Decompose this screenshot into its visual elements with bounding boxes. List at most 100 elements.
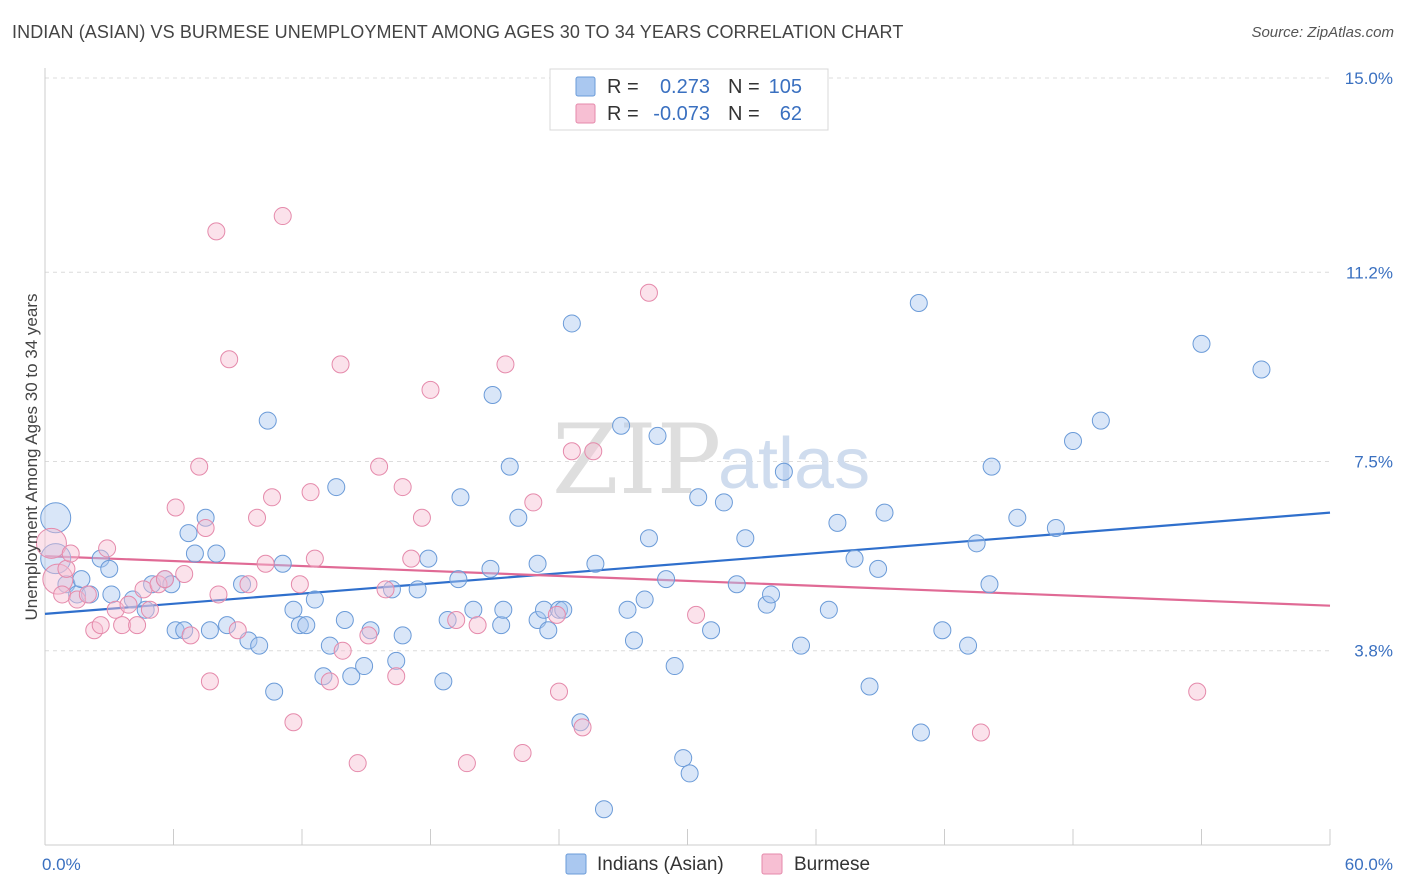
indians-point-52 [494,600,513,619]
burmese-point-11 [113,616,132,635]
burmese-point-42 [370,457,389,476]
legend-top-box [549,68,829,131]
burmese-point-52 [496,355,515,374]
indians-point-72 [665,657,684,676]
indians-point-42 [408,580,427,599]
burmese-point-58 [573,718,592,737]
indians-point-83 [792,636,811,655]
indians-point-97 [1008,508,1027,527]
burmese-point-32 [273,207,292,226]
burmese-point-60 [639,283,658,302]
indians-point-22 [233,575,252,594]
burmese-point-0 [35,527,67,559]
indians-point-71 [657,570,676,589]
y-tick-label: 7.5% [1354,453,1393,472]
indians-point-4 [72,570,91,589]
burmese-point-39 [333,641,352,660]
indians-point-34 [327,478,346,497]
indians-point-8 [100,559,119,578]
indians-point-51 [492,616,511,635]
burmese-point-54 [524,493,543,512]
burmese-point-55 [547,605,566,624]
indians-point-27 [273,554,292,573]
legend-r-label-indians: R = [607,76,639,98]
indians-point-89 [875,503,894,522]
indians-point-41 [393,626,412,645]
indians-point-80 [757,595,776,614]
legend-n-label-indians: N = [728,76,760,98]
indians-point-20 [207,544,226,563]
indians-point-44 [434,672,453,691]
indians-point-48 [464,600,483,619]
indians-point-96 [982,457,1001,476]
legend-n-value-burmese: 62 [780,103,802,125]
indians-point-102 [1252,360,1271,379]
burmese-point-43 [376,580,395,599]
y-axis-title: Unemployment Among Ages 30 to 34 years [22,294,41,621]
indians-point-16 [179,524,198,543]
indians-point-64 [594,800,613,819]
burmese-point-34 [290,575,309,594]
indians-point-99 [1064,432,1082,451]
indians-point-35 [335,611,354,630]
burmese-point-56 [550,682,568,701]
burmese-point-9 [98,539,117,558]
indians-point-50 [483,386,502,405]
burmese-point-53 [513,743,532,762]
legend-n-value-indians: 105 [769,76,802,98]
indians-point-75 [689,488,708,507]
burmese-point-49 [447,611,466,630]
indians-point-92 [933,621,952,640]
x-tick-label-min: 0.0% [42,855,81,874]
burmese-trend-line [44,554,1331,607]
burmese-point-15 [140,600,159,619]
indians-point-29 [290,616,309,635]
legend-r-value-indians: 0.273 [660,76,710,98]
burmese-point-19 [175,564,194,583]
indians-point-58 [539,621,558,640]
burmese-point-8 [91,616,110,635]
indians-point-7 [102,585,121,604]
legend-bottom-label-burmese: Burmese [794,854,870,875]
burmese-point-22 [196,518,215,537]
burmese-point-27 [228,621,247,640]
burmese-point-45 [393,478,412,497]
chart-title: INDIAN (ASIAN) VS BURMESE UNEMPLOYMENT A… [12,22,904,42]
y-tick-label: 15.0% [1345,69,1393,88]
legend-bottom-label-indians: Indians (Asian) [597,854,724,875]
legend-top: R = 0.273 N = 105 R = -0.073 N = 62 [549,68,829,131]
watermark-atlas: atlas [718,424,870,504]
burmese-point-28 [239,575,258,594]
indians-point-100 [1091,411,1110,430]
indians-point-63 [586,554,605,573]
burmese-point-61 [687,605,706,624]
y-tick-label: 11.2% [1346,263,1393,282]
indians-point-82 [774,462,793,481]
burmese-point-23 [200,672,219,691]
indians-point-87 [860,677,879,696]
burmese-point-4 [61,544,80,563]
burmese-point-51 [468,616,487,635]
indians-point-31 [305,590,324,609]
indians-point-61 [562,314,581,333]
indians-point-37 [355,657,374,676]
burmese-point-3 [57,559,76,578]
indians-point-98 [1046,518,1065,537]
burmese-point-57 [562,442,581,461]
indians-point-70 [648,426,667,445]
indians-point-88 [869,559,888,578]
source-label: Source: ZipAtlas.com [1251,24,1394,41]
indians-point-54 [509,508,528,527]
indians-point-77 [714,493,733,512]
grid-lines [45,77,1330,652]
burmese-point-29 [248,508,267,527]
indians-point-78 [727,575,746,594]
indians-point-49 [481,559,500,578]
indians-point-67 [624,631,643,650]
indians-point-66 [618,600,637,619]
indians-point-101 [1192,334,1211,353]
burmese-point-30 [256,554,275,573]
legend-bottom-swatch-burmese [761,853,783,875]
indians-point-68 [635,590,654,609]
indians-point-79 [736,529,755,548]
